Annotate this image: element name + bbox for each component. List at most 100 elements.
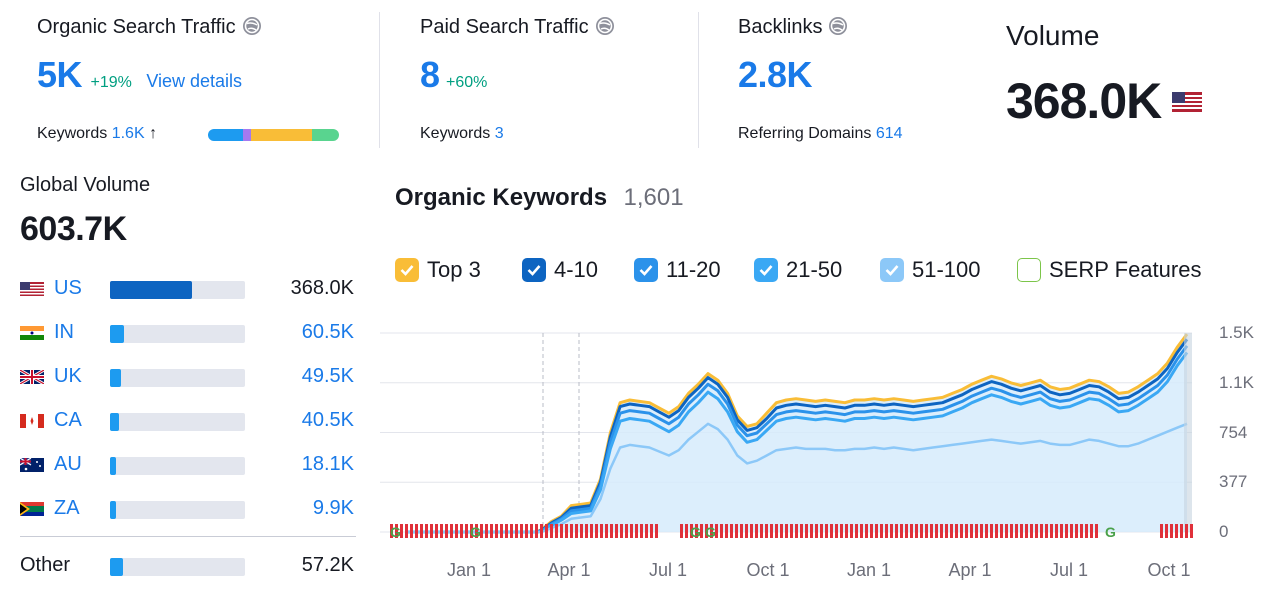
globe-icon[interactable] bbox=[828, 16, 848, 36]
legend-21-50[interactable]: 21-50 bbox=[754, 256, 842, 284]
google-update-marker bbox=[1175, 524, 1178, 538]
country-code[interactable]: UK bbox=[54, 365, 82, 387]
google-update-marker bbox=[405, 524, 408, 538]
country-row-uk[interactable]: UK 49.5K bbox=[20, 365, 360, 389]
legend-top3[interactable]: Top 3 bbox=[395, 256, 481, 284]
country-row-in[interactable]: IN 60.5K bbox=[20, 321, 360, 345]
google-update-marker bbox=[700, 524, 703, 538]
x-tick-label: Oct 1 bbox=[746, 560, 790, 580]
country-row-us[interactable]: US 368.0K bbox=[20, 277, 360, 301]
country-bar-fill bbox=[110, 413, 119, 431]
country-volume: 40.5K bbox=[301, 409, 354, 431]
country-bar-track bbox=[110, 281, 245, 299]
google-update-marker bbox=[600, 524, 603, 538]
country-volume: 368.0K bbox=[290, 277, 354, 299]
google-update-marker bbox=[1040, 524, 1043, 538]
legend-label: 21-50 bbox=[786, 257, 843, 282]
google-update-marker bbox=[450, 524, 453, 538]
google-update-marker bbox=[590, 524, 593, 538]
legend-serp-features[interactable]: SERP Features bbox=[1017, 256, 1201, 284]
backlinks-value[interactable]: 2.8K bbox=[738, 54, 813, 95]
country-code[interactable]: IN bbox=[54, 321, 74, 343]
y-tick-label: 754 bbox=[1219, 422, 1248, 442]
google-update-marker bbox=[430, 524, 433, 538]
legend-11-20[interactable]: 11-20 bbox=[634, 256, 721, 284]
country-volume: 18.1K bbox=[301, 453, 354, 475]
google-update-marker bbox=[640, 524, 643, 538]
country-bar-fill bbox=[110, 457, 116, 475]
series-11-20 bbox=[405, 345, 1189, 534]
distribution-seg-top3 bbox=[208, 129, 243, 141]
legend-label: 4-10 bbox=[554, 257, 599, 282]
google-update-marker bbox=[570, 524, 573, 538]
volume-value: 368.0K bbox=[1006, 73, 1162, 129]
google-update-marker bbox=[1095, 524, 1098, 538]
checkbox-checked-icon[interactable] bbox=[522, 258, 546, 282]
checkbox-checked-icon[interactable] bbox=[395, 258, 419, 282]
legend-label: 11-20 bbox=[666, 257, 721, 282]
country-row-za[interactable]: ZA 9.9K bbox=[20, 497, 360, 521]
country-code[interactable]: ZA bbox=[54, 497, 80, 519]
series-4-10 bbox=[405, 338, 1189, 534]
organic-traffic-value-row: 5K +19% View details bbox=[37, 54, 242, 96]
legend-4-10[interactable]: 4-10 bbox=[522, 256, 598, 284]
google-update-marker bbox=[440, 524, 443, 538]
country-code[interactable]: CA bbox=[54, 409, 82, 431]
global-volume-title: Global Volume bbox=[20, 174, 151, 196]
paid-keywords-value[interactable]: 3 bbox=[494, 125, 504, 142]
view-details-link[interactable]: View details bbox=[146, 71, 243, 91]
organic-keywords-title: Organic Keywords bbox=[395, 184, 608, 211]
legend-label: Top 3 bbox=[427, 257, 481, 282]
google-update-marker bbox=[995, 524, 998, 538]
google-update-marker bbox=[790, 524, 793, 538]
globe-icon[interactable] bbox=[595, 16, 615, 36]
globe-icon[interactable] bbox=[242, 16, 262, 36]
checkbox-unchecked-icon[interactable] bbox=[1017, 258, 1041, 282]
country-code[interactable]: AU bbox=[54, 453, 82, 475]
google-update-marker bbox=[530, 524, 533, 538]
country-row-other[interactable]: Other 57.2K bbox=[20, 554, 360, 578]
legend-51-100[interactable]: 51-100 bbox=[880, 256, 981, 284]
volume-title: Volume bbox=[1006, 20, 1100, 51]
referring-domains-value[interactable]: 614 bbox=[875, 125, 903, 142]
google-update-marker bbox=[1010, 524, 1013, 538]
checkbox-checked-icon[interactable] bbox=[634, 258, 658, 282]
google-update-marker bbox=[535, 524, 538, 538]
organic-traffic-value[interactable]: 5K bbox=[37, 54, 83, 95]
global-volume-value: 603.7K bbox=[20, 210, 127, 248]
google-update-marker bbox=[415, 524, 418, 538]
keywords-distribution-bar[interactable] bbox=[208, 129, 339, 141]
google-update-marker bbox=[395, 524, 398, 538]
paid-traffic-value[interactable]: 8 bbox=[420, 54, 440, 95]
google-update-marker bbox=[945, 524, 948, 538]
card-divider bbox=[379, 12, 380, 148]
google-update-marker bbox=[1160, 524, 1163, 538]
google-update-marker bbox=[755, 524, 758, 538]
google-update-marker bbox=[775, 524, 778, 538]
country-row-ca[interactable]: CA 40.5K bbox=[20, 409, 360, 433]
google-update-marker bbox=[1035, 524, 1038, 538]
google-update-marker bbox=[875, 524, 878, 538]
country-code[interactable]: US bbox=[54, 277, 82, 299]
x-tick-label: Apr 1 bbox=[547, 560, 591, 580]
google-update-marker bbox=[400, 524, 403, 538]
google-update-marker bbox=[730, 524, 733, 538]
checkbox-checked-icon[interactable] bbox=[754, 258, 778, 282]
organic-keywords-value[interactable]: 1.6K bbox=[111, 125, 145, 142]
google-update-marker bbox=[735, 524, 738, 538]
google-update-marker bbox=[705, 524, 708, 538]
google-update-marker bbox=[910, 524, 913, 538]
checkbox-checked-icon[interactable] bbox=[880, 258, 904, 282]
other-bar-track bbox=[110, 558, 245, 576]
us-flag-icon bbox=[1171, 92, 1202, 112]
google-update-marker bbox=[1170, 524, 1173, 538]
google-update-marker bbox=[505, 524, 508, 538]
country-row-au[interactable]: AU 18.1K bbox=[20, 453, 360, 477]
google-update-marker bbox=[860, 524, 863, 538]
google-update-marker bbox=[1190, 524, 1193, 538]
google-update-marker bbox=[960, 524, 963, 538]
series-51-100 bbox=[405, 422, 1188, 534]
google-update-marker bbox=[1050, 524, 1053, 538]
google-update-marker bbox=[885, 524, 888, 538]
